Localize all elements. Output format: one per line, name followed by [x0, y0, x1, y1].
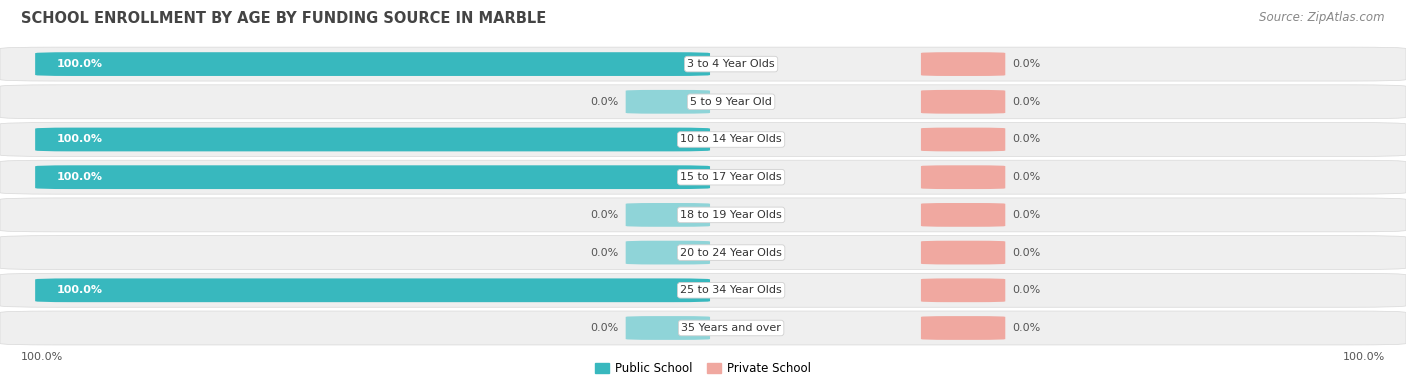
Text: 15 to 17 Year Olds: 15 to 17 Year Olds: [681, 172, 782, 182]
Text: 3 to 4 Year Olds: 3 to 4 Year Olds: [688, 59, 775, 69]
FancyBboxPatch shape: [921, 203, 1005, 227]
Text: 0.0%: 0.0%: [591, 323, 619, 333]
FancyBboxPatch shape: [0, 236, 1406, 270]
FancyBboxPatch shape: [626, 90, 710, 114]
FancyBboxPatch shape: [0, 198, 1406, 232]
Text: 0.0%: 0.0%: [1012, 248, 1040, 257]
Text: 0.0%: 0.0%: [1012, 59, 1040, 69]
Text: 20 to 24 Year Olds: 20 to 24 Year Olds: [681, 248, 782, 257]
Text: 0.0%: 0.0%: [591, 97, 619, 107]
Text: 100.0%: 100.0%: [56, 59, 103, 69]
Text: 0.0%: 0.0%: [591, 210, 619, 220]
Text: Source: ZipAtlas.com: Source: ZipAtlas.com: [1260, 11, 1385, 24]
FancyBboxPatch shape: [35, 128, 710, 152]
FancyBboxPatch shape: [0, 85, 1406, 119]
FancyBboxPatch shape: [921, 241, 1005, 265]
FancyBboxPatch shape: [0, 47, 1406, 81]
Text: 100.0%: 100.0%: [56, 172, 103, 182]
Text: 0.0%: 0.0%: [1012, 172, 1040, 182]
FancyBboxPatch shape: [626, 203, 710, 227]
Text: 100.0%: 100.0%: [21, 352, 63, 362]
Text: 0.0%: 0.0%: [1012, 285, 1040, 295]
Text: 100.0%: 100.0%: [1343, 352, 1385, 362]
FancyBboxPatch shape: [626, 316, 710, 340]
FancyBboxPatch shape: [35, 52, 710, 76]
FancyBboxPatch shape: [921, 165, 1005, 189]
FancyBboxPatch shape: [35, 165, 710, 189]
Legend: Public School, Private School: Public School, Private School: [591, 358, 815, 377]
FancyBboxPatch shape: [921, 128, 1005, 152]
Text: 100.0%: 100.0%: [56, 285, 103, 295]
Text: 0.0%: 0.0%: [1012, 135, 1040, 144]
Text: 25 to 34 Year Olds: 25 to 34 Year Olds: [681, 285, 782, 295]
Text: SCHOOL ENROLLMENT BY AGE BY FUNDING SOURCE IN MARBLE: SCHOOL ENROLLMENT BY AGE BY FUNDING SOUR…: [21, 11, 547, 26]
Text: 0.0%: 0.0%: [1012, 97, 1040, 107]
Text: 100.0%: 100.0%: [56, 135, 103, 144]
Text: 0.0%: 0.0%: [591, 248, 619, 257]
FancyBboxPatch shape: [35, 278, 710, 302]
FancyBboxPatch shape: [921, 52, 1005, 76]
FancyBboxPatch shape: [626, 241, 710, 265]
FancyBboxPatch shape: [921, 278, 1005, 302]
Text: 18 to 19 Year Olds: 18 to 19 Year Olds: [681, 210, 782, 220]
FancyBboxPatch shape: [921, 316, 1005, 340]
Text: 10 to 14 Year Olds: 10 to 14 Year Olds: [681, 135, 782, 144]
FancyBboxPatch shape: [0, 311, 1406, 345]
Text: 5 to 9 Year Old: 5 to 9 Year Old: [690, 97, 772, 107]
FancyBboxPatch shape: [0, 160, 1406, 194]
FancyBboxPatch shape: [0, 123, 1406, 156]
Text: 0.0%: 0.0%: [1012, 210, 1040, 220]
Text: 0.0%: 0.0%: [1012, 323, 1040, 333]
Text: 35 Years and over: 35 Years and over: [681, 323, 782, 333]
FancyBboxPatch shape: [921, 90, 1005, 114]
FancyBboxPatch shape: [0, 273, 1406, 307]
